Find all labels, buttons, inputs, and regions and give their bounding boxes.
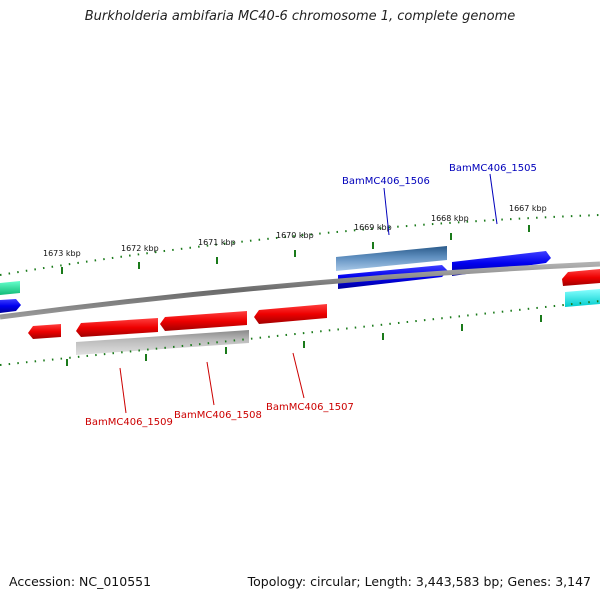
lower-tick-track (0, 300, 600, 366)
gene-label-1506[interactable]: BamMC406_1506 (342, 176, 430, 187)
edge-gene-cyan[interactable] (565, 289, 600, 307)
gene-label-1505[interactable]: BamMC406_1505 (449, 163, 537, 174)
edge-gene-red[interactable] (562, 269, 600, 286)
gene-label-1507[interactable]: BamMC406_1507 (266, 402, 354, 413)
tick-label: 1673 kbp (43, 249, 81, 258)
gene-highlight-forward[interactable] (336, 246, 447, 271)
tick-label: 1669 kbp (354, 223, 392, 232)
gene-red-left[interactable] (28, 324, 61, 339)
gene-bammc406-1507[interactable] (254, 304, 327, 324)
leader-line (489, 173, 498, 225)
genome-backbone (0, 261, 600, 320)
leader-line (383, 187, 390, 236)
gene-label-1509[interactable]: BamMC406_1509 (85, 417, 173, 428)
leader-line (206, 361, 215, 406)
gene-bammc406-1509[interactable] (76, 318, 158, 337)
genome-summary-text: Topology: circular; Length: 3,443,583 bp… (247, 574, 591, 589)
tick-label: 1672 kbp (121, 244, 159, 253)
gene-highlight-reverse[interactable] (76, 330, 249, 355)
tick-label: 1670 kbp (276, 231, 314, 240)
leader-line (292, 352, 305, 399)
edge-gene-blue[interactable] (0, 299, 21, 313)
upper-tick-track (0, 214, 600, 276)
tick-label: 1668 kbp (431, 214, 469, 223)
label-leaders (119, 173, 498, 414)
gene-labels: BamMC406_1506 BamMC406_1505 BamMC406_150… (85, 163, 537, 428)
genome-title: Burkholderia ambifaria MC40-6 chromosome… (84, 9, 516, 24)
tick-label: 1671 kbp (198, 238, 236, 247)
gene-label-1508[interactable]: BamMC406_1508 (174, 410, 262, 421)
scale-labels: 1673 kbp 1672 kbp 1671 kbp 1670 kbp 1669… (43, 204, 547, 258)
accession-text: Accession: NC_010551 (9, 574, 152, 589)
edge-gene-green[interactable] (0, 281, 20, 295)
leader-line (119, 367, 127, 414)
gene-bammc406-1508[interactable] (160, 311, 247, 331)
tick-label: 1667 kbp (509, 204, 547, 213)
